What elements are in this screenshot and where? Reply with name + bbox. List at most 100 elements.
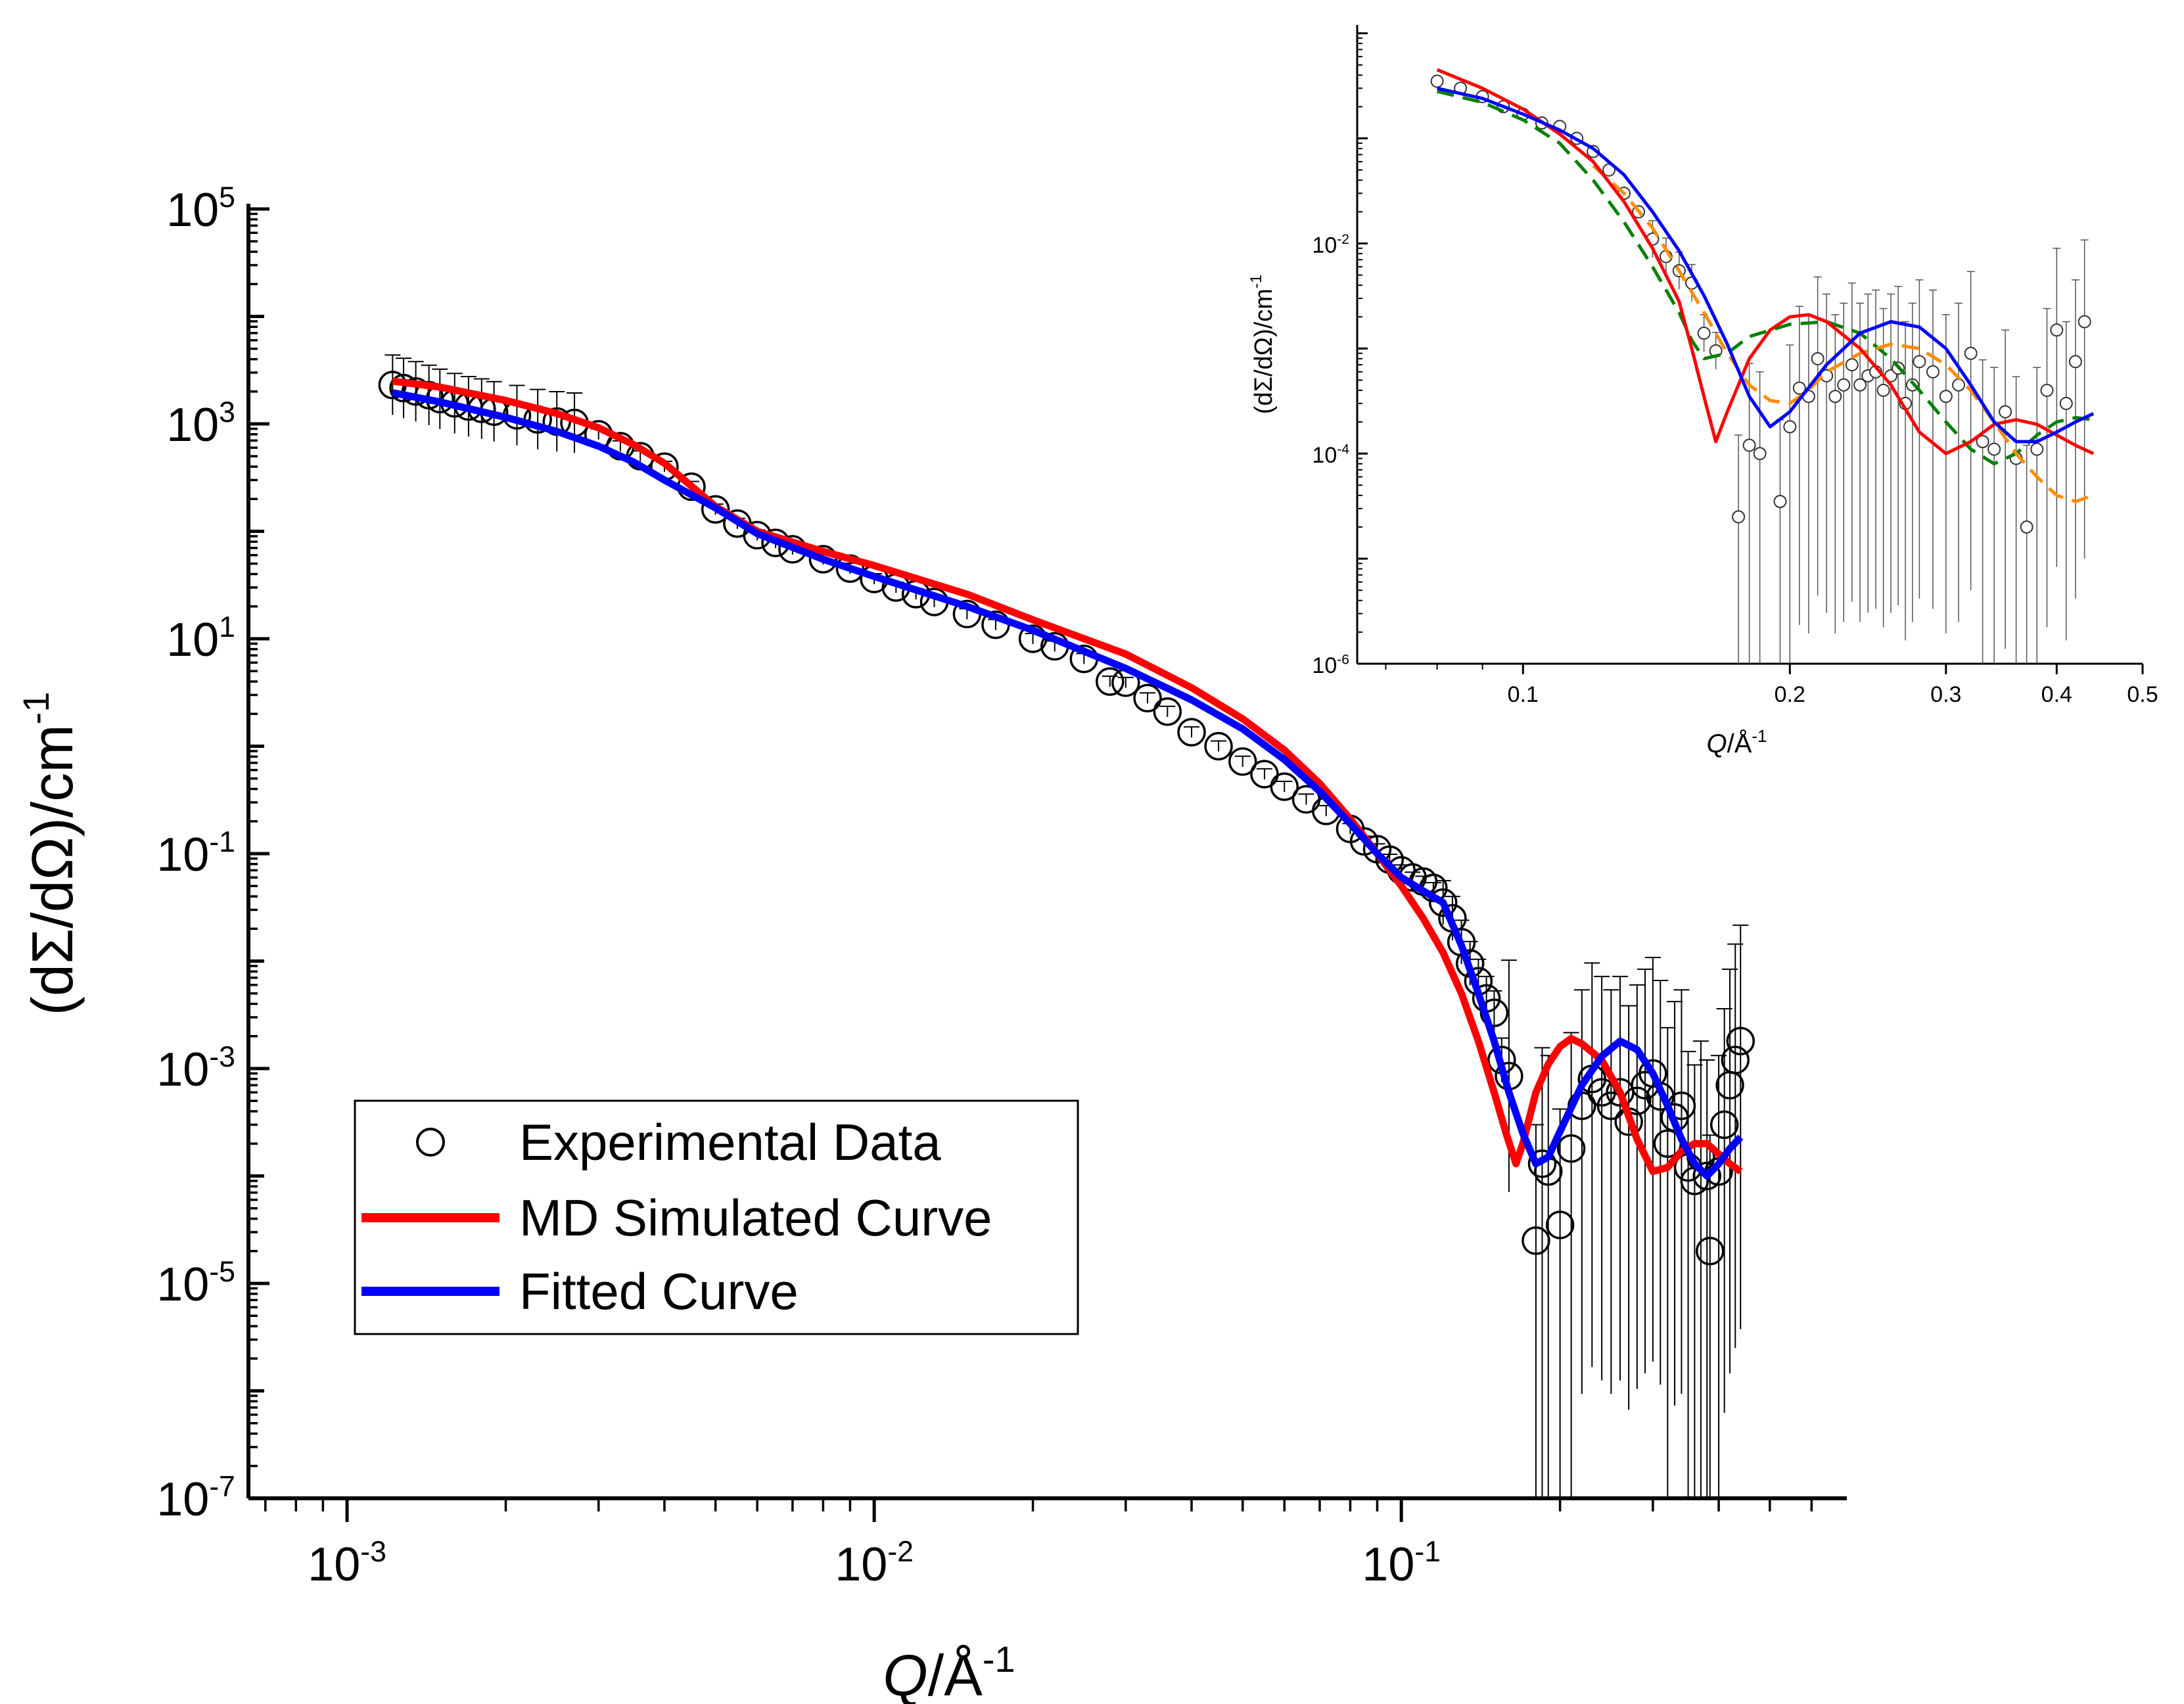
x-tick-label-base: 10 xyxy=(1362,1538,1414,1591)
inset-orange-dashed-curve xyxy=(1592,164,2094,503)
y-tick-label-base: 10 xyxy=(166,399,219,451)
inset-y-tick-label: 10-4 xyxy=(1312,442,1349,469)
inset-x-tick-label: 0.4 xyxy=(2041,682,2072,707)
y-tick-label: 10-1 xyxy=(156,826,235,881)
main-data-point xyxy=(1133,683,1162,713)
inset-x-tick-label: 0.2 xyxy=(1775,682,1805,707)
inset-data-point xyxy=(1999,405,2012,419)
inset-series-layer xyxy=(1430,68,2095,664)
inset-data-point xyxy=(1913,355,1926,369)
main-data-point xyxy=(1428,888,1458,917)
y-axis-title-main: (dΣ/dΩ)/cm xyxy=(20,724,85,1015)
x-tick-label-exp: -3 xyxy=(360,1536,386,1568)
y-tick-label-exp: -5 xyxy=(209,1256,235,1288)
main-data-point xyxy=(1709,1110,1739,1140)
x-tick-label-base: 10 xyxy=(835,1538,887,1591)
x-axis-title-unit: /Å xyxy=(928,1643,983,1704)
y-tick-label: 10-5 xyxy=(156,1256,235,1311)
inset-x-tick-label: 0.5 xyxy=(2127,682,2158,707)
y-tick-label-base: 10 xyxy=(166,184,219,237)
inset-x-tick-label: 0.1 xyxy=(1508,682,1539,707)
y-tick-label-base: 10 xyxy=(166,614,219,666)
inset-fitted-curve xyxy=(1437,86,2095,444)
inset-background xyxy=(1351,20,2152,660)
inset-x-axis-title-symbol: Q xyxy=(1706,729,1727,758)
x-axis-title-exp: -1 xyxy=(983,1638,1015,1680)
main-data-point xyxy=(808,545,838,574)
inset-y-axis-title-main: (dΣ/dΩ)/cm xyxy=(1250,288,1278,414)
legend-label-fitted: Fitted Curve xyxy=(519,1262,799,1320)
main-data-point xyxy=(1153,697,1182,726)
inset-data-point xyxy=(1732,510,1746,524)
inset-data-point xyxy=(1783,420,1797,434)
main-data-point xyxy=(1177,718,1206,747)
inset-y-tick-label-base: 10 xyxy=(1312,233,1337,258)
inset-data-point xyxy=(1792,381,1806,395)
legend-label-md: MD Simulated Curve xyxy=(519,1189,992,1247)
y-tick-label: 10-7 xyxy=(156,1471,235,1526)
inset-data-point xyxy=(2059,396,2073,410)
x-tick-label-exp: -1 xyxy=(1414,1536,1441,1568)
inset-data-point xyxy=(2040,383,2054,397)
inset-data-point xyxy=(1828,390,1842,403)
x-axis-title-symbol: Q xyxy=(883,1643,927,1704)
y-tick-label: 101 xyxy=(166,611,235,666)
inset-y-tick-label-base: 10 xyxy=(1312,653,1337,678)
inset-x-axis-title-exp: -1 xyxy=(1752,726,1767,746)
main-data-point xyxy=(1696,1237,1725,1266)
inset-data-point xyxy=(1926,365,1940,379)
inset-y-tick-label-exp: -2 xyxy=(1337,232,1349,247)
main-data-point xyxy=(1556,1134,1586,1163)
y-tick-label-exp: 3 xyxy=(219,396,235,428)
inset-y-axis-title: (dΣ/dΩ)/cm-1 xyxy=(1247,275,1278,415)
y-tick-label-exp: 1 xyxy=(219,611,235,643)
main-axes xyxy=(246,204,1847,1522)
inset-data-point xyxy=(1939,390,1953,403)
inset-data-point xyxy=(1845,358,1859,372)
inset-data-point xyxy=(1773,495,1787,509)
inset-y-tick-label: 10-6 xyxy=(1312,652,1349,678)
inset-data-point xyxy=(1837,378,1851,392)
y-tick-label-exp: -1 xyxy=(209,826,235,858)
legend-marker-experimental xyxy=(416,1128,445,1157)
inset-x-axis-title: Q/Å-1 xyxy=(1706,726,1767,758)
y-tick-label: 10-3 xyxy=(156,1041,235,1096)
y-tick-label-base: 10 xyxy=(156,1473,209,1526)
inset-data-point xyxy=(1876,383,1890,397)
inset-data-point xyxy=(2050,323,2064,337)
y-tick-label-base: 10 xyxy=(156,829,209,881)
inset-data-point xyxy=(1753,447,1767,461)
inset-y-tick-label-exp: -6 xyxy=(1337,652,1349,667)
inset-data-point xyxy=(1430,74,1444,88)
main-data-point xyxy=(1522,1226,1550,1255)
x-tick-label-base: 10 xyxy=(308,1538,360,1591)
y-tick-label: 103 xyxy=(166,396,235,451)
inset-data-point xyxy=(1987,442,2001,456)
y-tick-label-exp: 5 xyxy=(219,181,235,214)
legend-label-experimental: Experimental Data xyxy=(519,1113,941,1171)
inset-data-point xyxy=(1964,346,1978,360)
main-data-point xyxy=(701,495,730,524)
inset-y-tick-label-base: 10 xyxy=(1312,443,1337,468)
main-data-point xyxy=(1270,772,1299,801)
inset-data-point xyxy=(2030,442,2044,456)
inset-data-point xyxy=(1952,378,1966,392)
inset-data-point xyxy=(2020,520,2033,534)
inset-data-point xyxy=(2068,355,2082,369)
y-tick-label: 105 xyxy=(166,181,235,237)
main-data-point xyxy=(1692,1161,1721,1191)
inset-x-tick-label: 0.3 xyxy=(1930,682,1961,707)
main-data-point xyxy=(1204,731,1233,761)
x-tick-label-exp: -2 xyxy=(887,1536,914,1568)
main-data-point xyxy=(1228,747,1257,776)
inset-data-point xyxy=(1976,435,1989,449)
main-data-point xyxy=(1527,1149,1557,1178)
inset-data-point xyxy=(1742,438,1756,452)
inset-axis-labels: 10-210-410-60.1 0.2 0.3 0.4 0.5Q/Å-1(dΣ/dΩ)/… xyxy=(1247,232,2158,758)
inset-data-point xyxy=(1811,352,1824,365)
inset-data-point xyxy=(2078,315,2091,329)
inset-y-tick-label: 10-2 xyxy=(1312,232,1349,258)
y-tick-label-exp: -3 xyxy=(209,1041,235,1073)
